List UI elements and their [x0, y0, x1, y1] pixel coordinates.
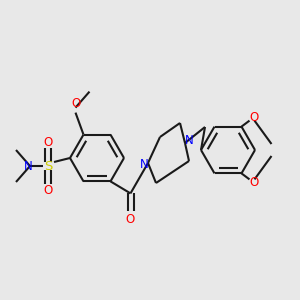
Text: O: O: [126, 213, 135, 226]
Text: N: N: [184, 134, 194, 148]
Text: O: O: [72, 97, 81, 110]
Text: O: O: [44, 184, 52, 196]
Text: O: O: [44, 136, 52, 148]
Text: N: N: [24, 160, 32, 172]
Text: N: N: [140, 158, 148, 172]
Text: O: O: [250, 176, 259, 189]
Text: S: S: [44, 160, 52, 172]
Text: O: O: [250, 111, 259, 124]
